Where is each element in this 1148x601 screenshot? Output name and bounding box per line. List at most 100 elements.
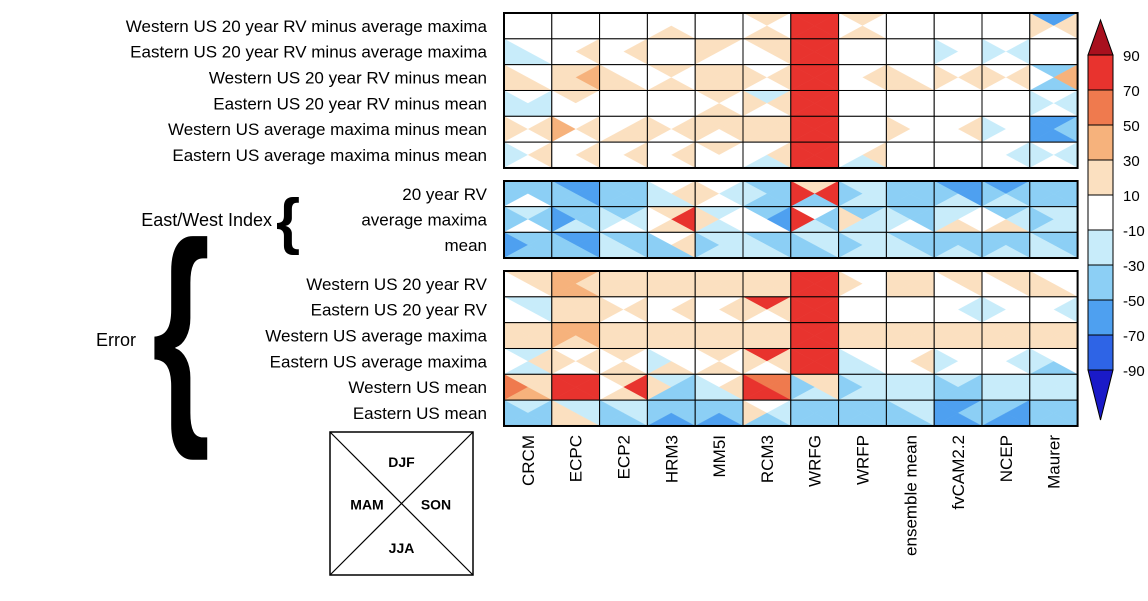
cell-western-us-average-maxima-minus-mean-rcm3: [742, 115, 792, 143]
cell-average-maxima-wrfg: [790, 206, 840, 233]
cell-20-year-rv-rcm3: [742, 180, 792, 208]
brace-icon: {: [276, 187, 300, 256]
cell-western-us-mean-crcm: [503, 373, 553, 401]
cell-20-year-rv-ncep: [981, 180, 1031, 208]
cell-western-us-20-year-rv-minus-mean-crcm: [503, 64, 553, 91]
cell-average-maxima-mm5i: [694, 206, 744, 233]
cell-20-year-rv-fvcam2-2: [933, 180, 983, 208]
cell-20-year-rv-ecp2: [599, 180, 648, 208]
cell-eastern-us-average-maxima-minus-mean-wrfp: [838, 141, 887, 169]
cell-eastern-us-average-maxima-minus-mean-rcm3: [742, 141, 792, 169]
cell-western-us-average-maxima-minus-mean-maurer: [1029, 115, 1079, 143]
cell-eastern-us-20-year-rv-minus-average-maxima-ecpc: [551, 38, 601, 66]
cell-western-us-average-maxima-ecp2: [599, 322, 648, 349]
cell-western-us-average-maxima-minus-mean-hrm3: [646, 115, 696, 143]
cell-western-us-mean-mm5i: [694, 373, 744, 401]
cell-eastern-us-mean-wrfg: [790, 399, 840, 427]
cell-average-maxima-wrfp: [838, 206, 887, 233]
cell-eastern-us-20-year-rv-minus-average-maxima-ncep: [981, 38, 1031, 66]
column-label: ensemble mean: [901, 435, 920, 556]
cell-western-us-20-year-rv-mm5i: [694, 270, 744, 298]
row-label: Western US mean: [348, 378, 487, 397]
cell-western-us-mean-ecpc: [551, 373, 601, 401]
colorbar-swatch: [1087, 194, 1114, 231]
column-label: ECPC: [567, 435, 586, 482]
cell-western-us-average-maxima-minus-mean-wrfg: [790, 115, 840, 143]
row-label: Eastern US 20 year RV minus mean: [213, 94, 487, 113]
colorbar-tick-label: -10: [1123, 223, 1145, 240]
colorbar-swatch: [1087, 334, 1114, 371]
column-label: Maurer: [1045, 435, 1064, 489]
column-label: HRM3: [662, 435, 681, 483]
colorbar-swatch: [1087, 159, 1114, 196]
cell-eastern-us-mean-maurer: [1029, 399, 1079, 427]
cell-eastern-us-mean-fvcam2-2: [933, 399, 983, 427]
cell-eastern-us-20-year-rv-ecp2: [599, 296, 648, 324]
cell-eastern-us-20-year-rv-minus-average-maxima-maurer: [1029, 38, 1079, 66]
cell-western-us-average-maxima-minus-mean-fvcam2-2: [933, 115, 983, 143]
season-key-diagonal: [329, 431, 474, 576]
colorbar-swatch: [1087, 299, 1114, 336]
column-label: NCEP: [997, 435, 1016, 482]
row-label: Eastern US average maxima minus mean: [172, 146, 487, 165]
row-label: Western US 20 year RV minus mean: [209, 69, 487, 88]
row-label: Western US 20 year RV: [306, 275, 487, 294]
cell-mean-ncep: [981, 231, 1031, 259]
cell-eastern-us-20-year-rv-minus-average-maxima-rcm3: [742, 38, 792, 66]
cell-eastern-us-average-maxima-minus-mean-maurer: [1029, 141, 1079, 169]
cell-western-us-20-year-rv-fvcam2-2: [933, 270, 983, 298]
cell-western-us-mean-wrfg: [790, 373, 840, 401]
cell-western-us-20-year-rv-minus-mean-ncep: [981, 64, 1031, 91]
cell-eastern-us-mean-crcm: [503, 399, 553, 427]
cell-eastern-us-average-maxima-minus-mean-crcm: [503, 141, 553, 169]
cell-eastern-us-average-maxima-wrfp: [838, 347, 887, 375]
cell-western-us-average-maxima-minus-mean-wrfp: [838, 115, 887, 143]
cell-western-us-20-year-rv-minus-mean-wrfg: [790, 64, 840, 91]
cell-eastern-us-mean-hrm3: [646, 399, 696, 427]
season-key-left: MAM: [350, 497, 383, 513]
cell-eastern-us-average-maxima-minus-mean-ecpc: [551, 141, 601, 169]
colorbar-tick-label: -30: [1123, 258, 1145, 275]
cell-western-us-20-year-rv-minus-average-maxima-fvcam2-2: [933, 12, 983, 40]
column-label: ECP2: [615, 435, 634, 479]
cell-20-year-rv-ecpc: [551, 180, 601, 208]
cell-average-maxima-ensemble-mean: [885, 206, 935, 233]
cell-20-year-rv-wrfp: [838, 180, 887, 208]
colorbar-swatch: [1087, 264, 1114, 301]
season-key-right: SON: [421, 497, 451, 513]
cell-western-us-20-year-rv-rcm3: [742, 270, 792, 298]
cell-eastern-us-average-maxima-minus-mean-hrm3: [646, 141, 696, 169]
cell-average-maxima-rcm3: [742, 206, 792, 233]
group-label-east-west-index: East/West Index: [141, 210, 272, 230]
cell-western-us-average-maxima-minus-mean-ensemble-mean: [885, 115, 935, 143]
cell-western-us-20-year-rv-minus-average-maxima-wrfg: [790, 12, 840, 40]
cell-mean-ensemble-mean: [885, 231, 935, 259]
cell-eastern-us-20-year-rv-minus-mean-ecp2: [599, 89, 648, 117]
row-label: Eastern US 20 year RV: [311, 301, 488, 320]
cell-western-us-average-maxima-ensemble-mean: [885, 322, 935, 349]
cell-eastern-us-20-year-rv-ncep: [981, 296, 1031, 324]
cell-western-us-average-maxima-wrfg: [790, 322, 840, 349]
cell-western-us-average-maxima-fvcam2-2: [933, 322, 983, 349]
cell-western-us-20-year-rv-minus-average-maxima-ecpc: [551, 12, 601, 40]
cell-average-maxima-hrm3: [646, 206, 696, 233]
cell-mean-maurer: [1029, 231, 1079, 259]
cell-eastern-us-20-year-rv-minus-average-maxima-crcm: [503, 38, 553, 66]
cell-20-year-rv-maurer: [1029, 180, 1079, 208]
cell-western-us-20-year-rv-ncep: [981, 270, 1031, 298]
cell-average-maxima-ecpc: [551, 206, 601, 233]
cell-20-year-rv-mm5i: [694, 180, 744, 208]
row-label: Eastern US mean: [353, 404, 487, 423]
cell-eastern-us-average-maxima-ensemble-mean: [885, 347, 935, 375]
cell-eastern-us-20-year-rv-minus-average-maxima-wrfg: [790, 38, 840, 66]
cell-eastern-us-20-year-rv-minus-mean-wrfg: [790, 89, 840, 117]
cell-eastern-us-20-year-rv-rcm3: [742, 296, 792, 324]
cell-western-us-20-year-rv-minus-average-maxima-ensemble-mean: [885, 12, 935, 40]
cell-western-us-average-maxima-ncep: [981, 322, 1031, 349]
cell-eastern-us-20-year-rv-minus-mean-wrfp: [838, 89, 887, 117]
cell-western-us-mean-ensemble-mean: [885, 373, 935, 401]
row-label: mean: [444, 236, 487, 255]
cell-eastern-us-20-year-rv-ensemble-mean: [885, 296, 935, 324]
group-label-error: Error: [96, 330, 136, 350]
colorbar-tick-label: 30: [1123, 153, 1140, 170]
